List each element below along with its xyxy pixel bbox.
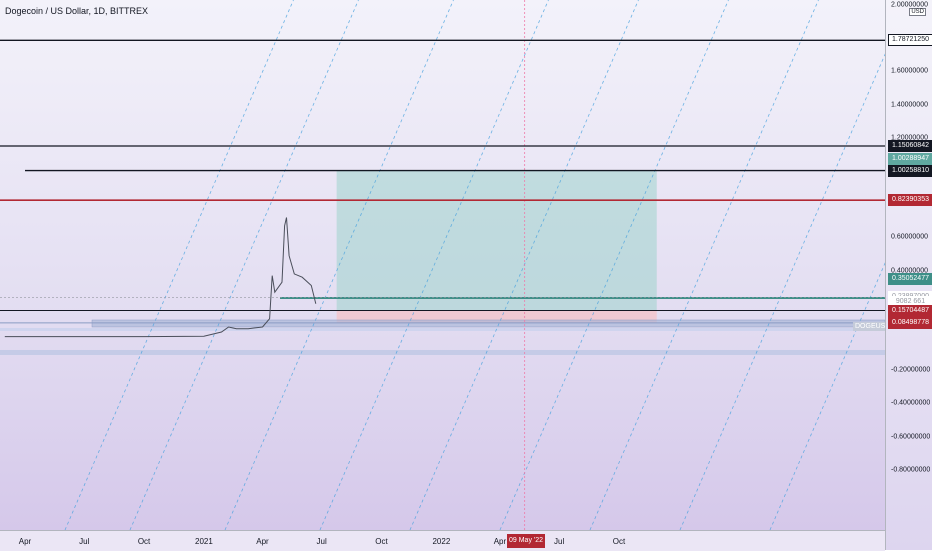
time-axis[interactable]: Oct Jul Apr 2022 Oct Jul Apr 2021 Oct Jul Apr 09 M… — [0, 530, 885, 551]
profit-zone — [336, 170, 657, 311]
time-tick-label: Apr — [256, 537, 269, 546]
time-tick-label: Apr — [493, 537, 507, 546]
price-series-line — [4, 217, 317, 338]
time-tick-label: Apr — [18, 537, 32, 546]
price-level-label: 0.35052477 — [888, 272, 932, 285]
fib-channel-line — [224, 0, 454, 530]
price-level-label: 0.82390353 — [888, 194, 932, 207]
price-level-label: 0.08498778 — [888, 316, 932, 329]
price-tick-label: 1.60000000 — [891, 67, 928, 75]
price-level-label: 1.78721250 — [888, 34, 932, 47]
chart-area[interactable]: Dogecoin / US Dollar, 1D, BITTREX DOGEUS… — [0, 0, 885, 530]
fib-channel-line — [679, 53, 885, 530]
time-tick-label: Jul — [79, 537, 90, 546]
price-tick-label: 0.60000000 — [891, 233, 928, 241]
fib-channel-line — [769, 262, 885, 530]
fib-channel-line — [499, 0, 729, 530]
fib-channel-line — [64, 0, 294, 530]
price-axis[interactable]: USD 2.00000000 1.60000000 1.40000000 1.2000… — [885, 0, 932, 550]
price-tick-label: 2.00000000 — [891, 1, 928, 9]
time-tick-label: Oct — [137, 537, 151, 546]
price-level-label: 0.15704487 — [888, 304, 932, 317]
symbol-tag: DOGEUSD — [853, 322, 885, 331]
time-tick-label: Oct — [375, 537, 388, 546]
price-tick-label: -0.80000000 — [891, 466, 931, 474]
crosshair-date-label: 09 May '22 — [507, 534, 545, 548]
time-tick-label: Jul — [316, 537, 327, 546]
price-tick-label: 1.20000000 — [891, 134, 928, 142]
chart-title: Dogecoin / US Dollar, 1D, BITTREX — [5, 6, 149, 16]
fib-channel-line — [589, 0, 819, 530]
demand-band — [0, 350, 885, 355]
time-tick-label: 2021 — [195, 537, 213, 546]
price-tick-label: -0.20000000 — [891, 366, 931, 374]
time-tick-label: Jul — [554, 537, 565, 546]
time-tick-label: Oct — [612, 537, 626, 546]
fib-channel-line — [129, 0, 359, 530]
price-tick-label: -0.40000000 — [891, 399, 931, 407]
price-chart[interactable] — [0, 0, 885, 530]
currency-label[interactable]: USD — [909, 8, 926, 16]
price-level-label: 1.15060842 — [888, 139, 932, 152]
support-band — [91, 319, 885, 328]
support-band-lower — [0, 328, 885, 331]
fib-channel-line — [319, 0, 549, 530]
price-level-label: 1.00258810 — [888, 164, 932, 177]
price-tick-label: 0.40000000 — [891, 267, 928, 275]
price-level-label: 1.00288947 — [888, 153, 932, 166]
fib-channel-line — [409, 0, 639, 530]
price-tick-label: -0.60000000 — [891, 433, 931, 441]
price-tick-label: 1.40000000 — [891, 101, 928, 109]
time-tick-label: 2022 — [432, 537, 451, 546]
